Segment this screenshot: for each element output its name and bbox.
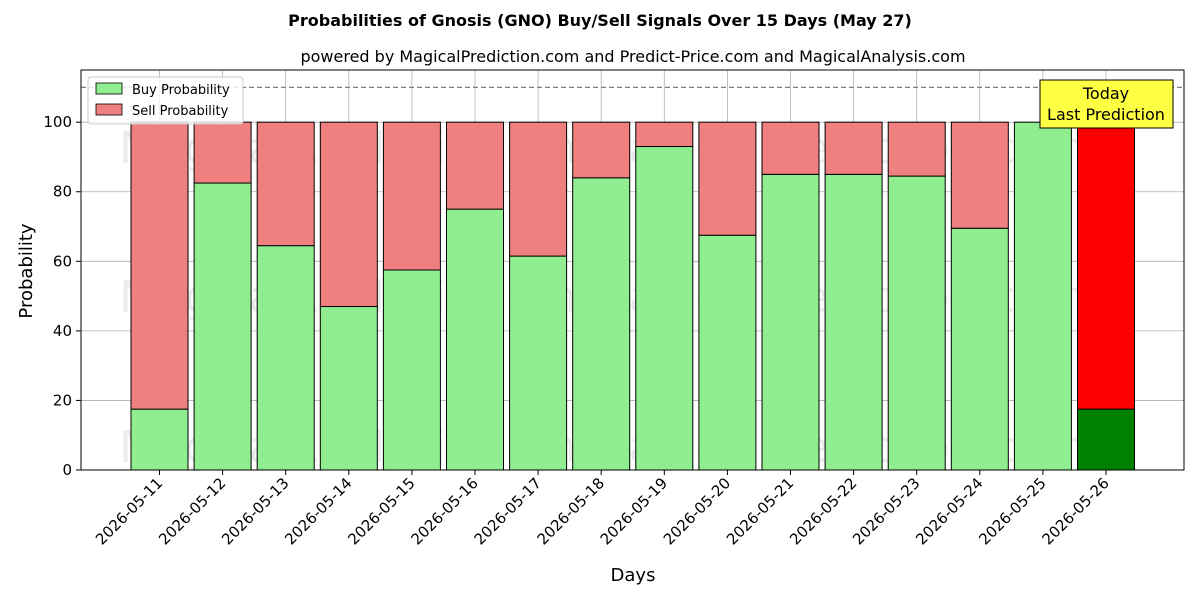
bar-sell-2026-05-22 [824,121,883,175]
y-tick-label: 40 [53,322,72,340]
bar-sell-2026-05-16 [446,121,504,210]
bar-sell-2026-05-14 [319,121,378,308]
x-tick-label: 2026-05-19 [597,474,671,548]
x-tick-label: 2026-05-11 [92,474,166,548]
plot-frame [80,69,1185,471]
annotation-line-1: Today [1082,84,1129,103]
x-tick-label: 2026-05-13 [218,474,292,548]
x-tick-label: 2026-05-26 [1038,474,1112,548]
chart-title: Probabilities of Gnosis (GNO) Buy/Sell S… [288,11,912,30]
legend: Buy Probability Sell Probability [87,76,244,125]
bar-sell-2026-05-11 [130,121,189,410]
today-annotation: Today Last Prediction [1039,79,1174,129]
x-tick-label: 2026-05-20 [660,474,734,548]
y-axis-label: Probability [16,223,37,318]
bar-buy-2026-05-24 [950,227,1009,471]
chart-subtitle: powered by MagicalPrediction.com and Pre… [300,47,965,66]
bar-buy-2026-05-13 [256,245,315,471]
legend-swatch-buy [95,82,123,95]
bar-sell-2026-05-24 [950,121,1009,229]
annotation-line-2: Last Prediction [1047,105,1165,124]
x-tick-label: 2026-05-25 [975,474,1049,548]
x-tick-label: 2026-05-12 [155,474,229,548]
x-axis-label: Days [611,565,656,586]
y-tick-label: 0 [62,461,72,479]
bar-sell-2026-05-19 [635,121,694,148]
x-tick-label: 2026-05-18 [534,474,608,548]
legend-box [87,76,244,125]
bar-buy-2026-05-25 [1013,121,1072,471]
bar-buy-2026-05-16 [446,208,504,471]
bar-buy-2026-05-14 [319,306,378,471]
bar-buy-2026-05-21 [761,173,820,471]
bar-buy-2026-05-26 [1077,408,1135,471]
x-tick-label: 2026-05-24 [912,474,986,548]
bar-sell-2026-05-26 [1077,121,1135,410]
bar-sell-2026-05-15 [382,121,441,271]
bar-buy-2026-05-17 [509,255,568,471]
bar-sell-2026-05-23 [887,121,946,177]
legend-label-sell: Sell Probability [132,104,229,119]
x-tick-label: 2026-05-16 [407,474,481,548]
bar-sell-2026-05-12 [193,121,252,184]
bar-buy-2026-05-11 [130,408,189,471]
bar-buy-2026-05-12 [193,182,252,471]
bar-buy-2026-05-22 [824,173,883,471]
x-tick-label: 2026-05-15 [344,474,418,548]
x-tick-label: 2026-05-23 [849,474,923,548]
bar-sell-2026-05-20 [698,121,757,236]
y-tick-label: 100 [43,113,72,131]
bar-buy-2026-05-15 [382,269,441,471]
x-tick-label: 2026-05-22 [786,474,860,548]
legend-label-buy: Buy Probability [132,83,230,98]
bar-sell-2026-05-21 [761,121,820,175]
annotation-box [1039,79,1174,129]
y-axis: 0 20 40 60 80 100 [43,113,81,479]
y-tick-label: 80 [53,183,72,201]
bar-buy-2026-05-20 [698,234,757,471]
bar-sell-2026-05-18 [572,121,631,179]
y-tick-label: 60 [53,252,72,270]
bar-sell-2026-05-17 [509,121,568,257]
bars [130,121,1135,471]
bar-buy-2026-05-18 [572,177,631,471]
bar-buy-2026-05-19 [635,146,694,471]
x-tick-label: 2026-05-17 [471,474,545,548]
bar-buy-2026-05-23 [887,175,946,471]
y-tick-label: 20 [53,391,72,409]
x-tick-label: 2026-05-14 [281,474,355,548]
x-tick-label: 2026-05-21 [723,474,797,548]
x-axis: 2026-05-112026-05-122026-05-132026-05-14… [92,470,1113,548]
bar-sell-2026-05-13 [256,121,315,247]
legend-swatch-sell [95,103,123,116]
